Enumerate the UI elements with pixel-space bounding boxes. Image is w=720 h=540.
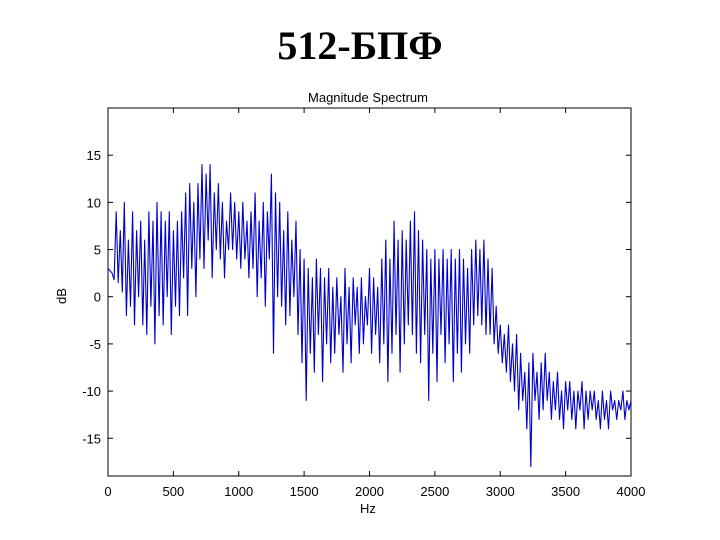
ticks-group: [107, 108, 632, 476]
y-tick-label: 5: [94, 243, 101, 258]
x-axis-label: Hz: [360, 501, 376, 516]
slide-title: 512-БПФ: [277, 23, 443, 68]
labels-group: 0 500 1000 1500 2000 2500 3000 3500 4000 -15 -10 -5…: [82, 148, 645, 499]
series-group: [107, 164, 632, 468]
y-axis-label: dB: [54, 288, 69, 304]
x-tick-label: 2000: [355, 484, 384, 499]
x-tick-label: 3000: [486, 484, 515, 499]
x-tick-label: 4000: [617, 484, 646, 499]
chart-title: Magnitude Spectrum: [308, 90, 428, 105]
plot-frame: [107, 107, 632, 477]
y-tick-label: -15: [82, 431, 101, 446]
x-tick-label: 1500: [290, 484, 319, 499]
y-tick-label: 0: [94, 290, 101, 305]
x-tick-label: 3500: [551, 484, 580, 499]
x-tick-label: 1000: [224, 484, 253, 499]
x-tick-label: 0: [104, 484, 111, 499]
y-tick-label: 15: [87, 148, 101, 163]
y-tick-label: -5: [89, 337, 101, 352]
y-tick-label: -10: [82, 384, 101, 399]
y-tick-label: 10: [87, 195, 101, 210]
x-tick-label: 2500: [420, 484, 449, 499]
series-line-0: [107, 164, 632, 468]
x-tick-label: 500: [163, 484, 185, 499]
